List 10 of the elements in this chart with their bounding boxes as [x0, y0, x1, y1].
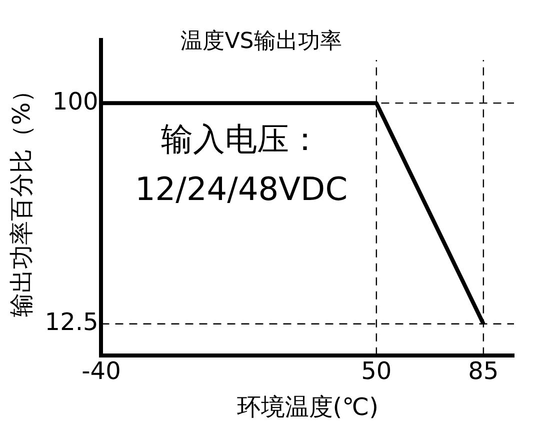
x-tick-label: -40	[82, 357, 121, 386]
annotation: 12/24/48VDC	[134, 170, 348, 208]
x-tick-label: 85	[468, 357, 499, 386]
annotation: 输入电压：	[161, 120, 322, 158]
chart-title: 温度VS输出功率	[180, 29, 342, 54]
y-axis-title: 输出功率百分比（%）	[8, 78, 36, 318]
y-tick-label: 100	[52, 87, 98, 116]
x-axis-title: 环境温度(℃)	[236, 392, 378, 421]
x-tick-label: 50	[361, 357, 392, 386]
y-tick-label: 12.5	[44, 308, 98, 336]
